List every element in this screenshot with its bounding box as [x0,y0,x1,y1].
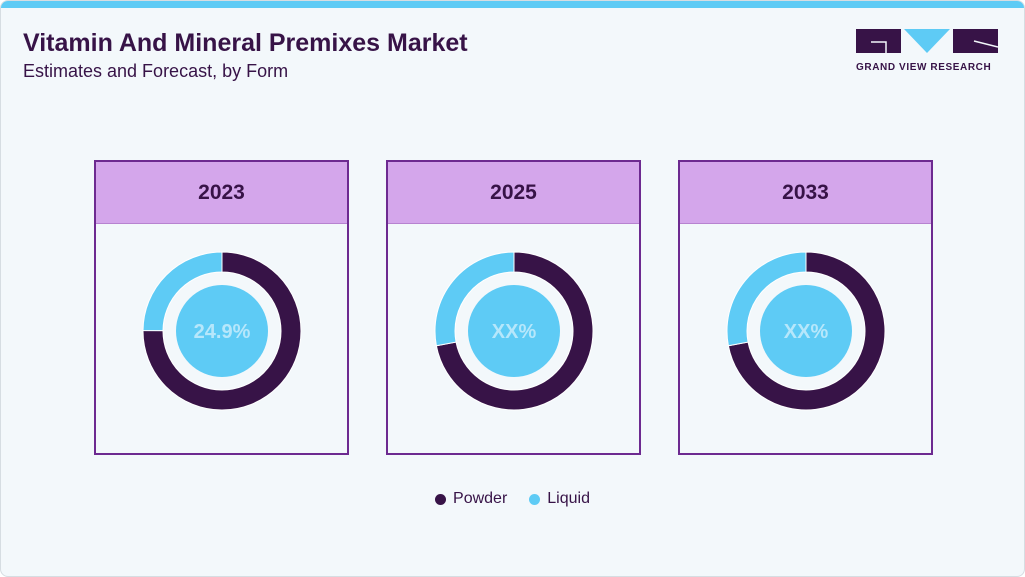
card-year: 2033 [680,162,931,224]
center-circle [759,285,852,377]
donut-card-2025: 2025 XX% [386,160,641,455]
liquid-segment [141,251,222,332]
card-year: 2025 [388,162,639,224]
donut-chart: XX% [726,251,885,411]
donut-card-2033: 2033 XX% [678,160,933,455]
legend: Powder Liquid [1,490,1024,508]
liquid-segment [726,251,806,347]
liquid-segment [434,251,514,347]
powder-swatch [435,493,447,505]
donut-chart: 24.9% [141,251,301,411]
chart-subtitle: Estimates and Forecast, by Form [23,61,289,81]
legend-item-powder: Powder [435,490,507,508]
center-label: XX% [783,321,828,343]
center-label: 24.9% [193,321,250,343]
donut-chart: XX% [434,251,593,411]
powder-segment [435,251,593,411]
powder-segment [142,251,301,411]
gvr-logo-icon [856,29,999,53]
legend-label: Liquid [547,490,590,507]
center-circle [175,285,268,377]
logo-text: GRAND VIEW RESEARCH [856,62,992,73]
card-year: 2023 [96,162,347,224]
powder-segment [727,251,885,411]
chart-title: Vitamin And Mineral Premixes Market [23,29,468,57]
donut-card-2023: 2023 24.9% [94,160,349,455]
grand-view-research-logo: GRAND VIEW RESEARCH [856,29,999,73]
legend-item-liquid: Liquid [529,490,590,508]
center-label: XX% [491,321,536,343]
center-circle [467,285,560,377]
top-accent-bar [1,1,1024,8]
liquid-swatch [529,493,541,505]
legend-label: Powder [453,490,508,507]
